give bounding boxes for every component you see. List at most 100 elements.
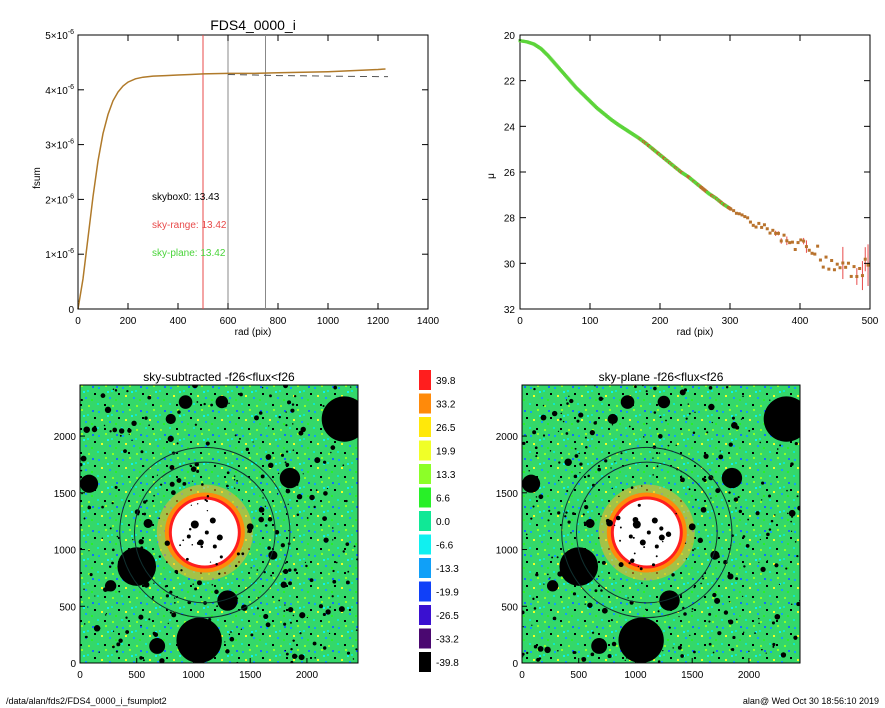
small-masked-source	[148, 424, 150, 427]
mu-data-point	[838, 266, 842, 270]
core-mask	[651, 517, 658, 524]
small-masked-source	[528, 469, 530, 472]
small-masked-source	[234, 434, 237, 437]
small-masked-source	[637, 565, 640, 568]
small-masked-source	[677, 645, 682, 650]
small-masked-source	[347, 570, 350, 573]
small-masked-source	[735, 507, 737, 509]
colorbar-label: 0.0	[436, 517, 450, 528]
small-masked-source	[104, 406, 112, 414]
small-masked-source	[314, 457, 321, 464]
mu-data-point	[813, 252, 817, 256]
small-masked-source	[618, 562, 624, 568]
small-masked-source	[627, 597, 629, 599]
small-masked-source	[298, 654, 305, 661]
small-masked-source	[94, 595, 96, 597]
masked-source	[321, 396, 358, 442]
small-masked-source	[532, 505, 535, 508]
small-masked-source	[116, 535, 119, 538]
colorbar-label: 26.5	[436, 423, 456, 434]
small-masked-source	[727, 573, 734, 580]
small-masked-source	[296, 655, 298, 657]
small-masked-source	[236, 597, 239, 600]
small-masked-source	[192, 385, 198, 389]
small-masked-source	[535, 455, 538, 458]
image-y-tick-label: 1000	[54, 546, 77, 557]
small-masked-source	[284, 649, 286, 652]
small-masked-source	[111, 548, 115, 552]
small-masked-source	[274, 530, 280, 535]
small-masked-source	[607, 654, 612, 659]
small-masked-source	[612, 637, 615, 639]
small-masked-source	[104, 614, 107, 616]
small-masked-source	[214, 589, 219, 595]
small-masked-source	[215, 646, 217, 648]
small-masked-source	[322, 516, 327, 521]
small-masked-source	[522, 652, 525, 656]
small-masked-source	[111, 502, 114, 505]
small-masked-source	[218, 572, 221, 575]
image-y-tick-label: 0	[70, 659, 76, 670]
small-masked-source	[215, 563, 218, 566]
image-x-tick-label: 0	[77, 670, 83, 681]
small-masked-source	[111, 561, 114, 565]
small-masked-source	[755, 511, 760, 516]
mu-y-tick-label: 24	[504, 122, 516, 133]
masked-source	[559, 547, 599, 586]
small-masked-source	[109, 430, 112, 433]
small-masked-source	[105, 612, 108, 615]
small-masked-source	[579, 462, 583, 466]
small-masked-source	[291, 423, 294, 425]
small-masked-source	[604, 459, 608, 463]
small-masked-source	[692, 431, 696, 434]
small-masked-source	[594, 589, 598, 593]
small-masked-source	[611, 641, 617, 647]
colorbar-swatch	[419, 511, 431, 531]
small-masked-source	[691, 607, 694, 610]
small-masked-source	[790, 603, 793, 606]
small-masked-source	[189, 464, 192, 467]
small-masked-source	[194, 423, 198, 426]
small-masked-source	[613, 578, 615, 580]
small-masked-source	[565, 432, 569, 435]
small-masked-source	[655, 555, 658, 558]
mu-y-tick-label: 26	[504, 168, 516, 179]
small-masked-source	[558, 461, 561, 464]
small-masked-source	[610, 619, 613, 622]
small-masked-source	[318, 604, 324, 609]
fsum-solid-series	[77, 68, 386, 310]
small-masked-source	[260, 474, 265, 479]
small-masked-source	[209, 561, 212, 563]
small-masked-source	[794, 441, 798, 446]
small-masked-source	[694, 498, 697, 501]
sky-plane-image: sky-plane -f26<flux<f26 0 500 1000 1500 2000…	[496, 370, 801, 681]
small-masked-source	[606, 519, 613, 527]
masked-source	[618, 617, 664, 663]
small-masked-source	[342, 550, 345, 553]
small-masked-source	[118, 590, 121, 593]
small-masked-source	[230, 631, 232, 633]
small-masked-source	[353, 545, 356, 548]
footer-user-timestamp: alan@ Wed Oct 30 18:56:10 2019	[742, 696, 879, 706]
mu-data-point	[732, 209, 736, 213]
small-masked-source	[685, 558, 688, 560]
small-masked-source	[758, 617, 760, 620]
small-masked-source	[780, 652, 787, 658]
small-masked-source	[542, 404, 545, 407]
aperture-circle	[575, 461, 718, 604]
small-masked-source	[323, 537, 329, 543]
small-masked-source	[288, 530, 290, 532]
colorbar-swatch	[419, 581, 431, 602]
small-masked-source	[153, 582, 155, 584]
small-masked-source	[323, 491, 328, 496]
small-masked-source	[276, 493, 279, 495]
small-masked-source	[98, 651, 100, 653]
small-masked-source	[296, 483, 299, 486]
small-masked-source	[247, 531, 249, 533]
small-masked-source	[101, 505, 104, 509]
colorbar-swatch	[419, 487, 431, 508]
small-masked-source	[559, 418, 562, 421]
small-masked-source	[80, 455, 87, 462]
small-masked-source	[735, 618, 738, 621]
small-masked-source	[659, 526, 664, 531]
